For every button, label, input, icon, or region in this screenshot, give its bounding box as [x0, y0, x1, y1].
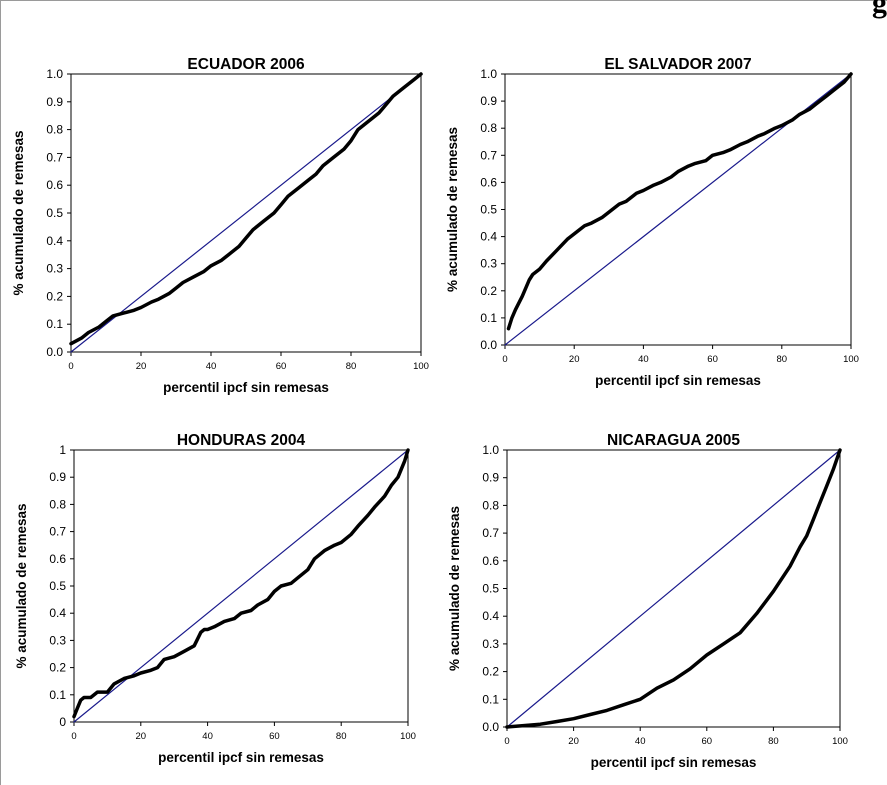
y-tick-label: 0.6 [480, 175, 497, 189]
y-tick-label: 0.9 [49, 470, 66, 484]
y-tick-label: 0.1 [482, 692, 499, 706]
x-tick-label: 60 [269, 731, 280, 742]
y-tick-label: 0.1 [46, 317, 63, 331]
x-tick-label: 20 [568, 736, 579, 747]
y-tick-label: 0.5 [49, 579, 66, 593]
y-axis-label: % acumulado de remesas [11, 130, 26, 295]
equality-line [506, 449, 841, 728]
x-axis-label: percentil ipcf sin remesas [163, 380, 329, 395]
chart-title: HONDURAS 2004 [177, 432, 306, 449]
x-axis-label: percentil ipcf sin remesas [591, 755, 757, 770]
y-tick-label: 0.9 [46, 95, 63, 109]
x-tick-label: 100 [400, 731, 416, 742]
y-tick-label: 0.5 [480, 203, 497, 217]
y-tick-label: 0.7 [49, 525, 66, 539]
x-tick-label: 20 [136, 731, 147, 742]
y-tick-label: 0.3 [46, 262, 63, 276]
x-tick-label: 60 [276, 361, 287, 372]
x-tick-label: 100 [843, 354, 859, 365]
y-tick-label: 0.4 [480, 230, 497, 244]
y-tick-label: 0.2 [482, 665, 499, 679]
y-tick-label: 1.0 [482, 443, 499, 457]
y-axis-label: % acumulado de remesas [447, 506, 462, 671]
y-tick-label: 0.0 [46, 345, 63, 359]
x-tick-label: 0 [68, 361, 73, 372]
chart-title: ECUADOR 2006 [187, 56, 305, 73]
equality-line [70, 73, 422, 353]
chart-panel-4: 0.0 0.1 0.2 0.3 0.4 0.5 0.6 0.7 0.8 0.9 1.0 0 20 40 60… [447, 432, 848, 770]
y-tick-label: 0.6 [482, 554, 499, 568]
y-tick-label: 0.7 [46, 150, 63, 164]
x-tick-label: 0 [502, 354, 507, 365]
y-tick-label: 0.0 [480, 338, 497, 352]
x-tick-label: 100 [413, 361, 429, 372]
concentration-curve [72, 448, 410, 719]
x-tick-label: 20 [136, 361, 147, 372]
x-tick-label: 80 [768, 736, 779, 747]
x-tick-label: 80 [346, 361, 357, 372]
concentration-curve [69, 72, 423, 346]
y-tick-label: 0.6 [46, 178, 63, 192]
chart-title: EL SALVADOR 2007 [604, 56, 751, 73]
x-tick-label: 80 [336, 731, 347, 742]
y-tick-label: 0.7 [480, 148, 497, 162]
chart-panel-1: 0.0 0.1 0.2 0.3 0.4 0.5 0.6 0.7 0.8 0.9 1.0 0 20 40 60… [11, 56, 429, 395]
y-tick-label: 1.0 [480, 67, 497, 81]
x-tick-label: 40 [638, 354, 649, 365]
x-tick-label: 40 [635, 736, 646, 747]
y-tick-label: 0.1 [480, 311, 497, 325]
y-tick-label: 0.9 [480, 94, 497, 108]
y-tick-label: 1.0 [46, 67, 63, 81]
y-tick-label: 0.3 [480, 257, 497, 271]
y-tick-label: 0.8 [49, 497, 66, 511]
y-tick-label: 0.7 [482, 526, 499, 540]
y-tick-label: 0.8 [480, 121, 497, 135]
chart-title: NICARAGUA 2005 [607, 432, 740, 449]
y-tick-label: 0.3 [49, 633, 66, 647]
x-tick-label: 100 [832, 736, 848, 747]
y-tick-label: 0.8 [482, 498, 499, 512]
chart-panel-2: 0.0 0.1 0.2 0.3 0.4 0.5 0.6 0.7 0.8 0.9 1.0 0 20 40 60… [445, 56, 859, 388]
y-tick-label: 0.8 [46, 123, 63, 137]
y-tick-label: 0.1 [49, 688, 66, 702]
x-axis-label: percentil ipcf sin remesas [158, 750, 324, 765]
y-tick-label: 0.2 [480, 284, 497, 298]
y-tick-label: 0.2 [49, 661, 66, 675]
concentration-curve [505, 448, 842, 729]
y-tick-label: 0.3 [482, 637, 499, 651]
y-tick-label: 0.4 [46, 234, 63, 248]
y-tick-label: 0.9 [482, 471, 499, 485]
page-title-fragment: g [872, 0, 887, 19]
y-axis-label: % acumulado de remesas [445, 127, 460, 292]
y-tick-label: 0.2 [46, 289, 63, 303]
y-tick-label: 0.4 [49, 606, 66, 620]
y-tick-label: 0.5 [46, 206, 63, 220]
y-tick-label: 0.0 [482, 720, 499, 734]
x-tick-label: 0 [71, 731, 76, 742]
y-tick-label: 0.4 [482, 609, 499, 623]
y-tick-label: 0 [59, 715, 66, 729]
x-tick-label: 60 [707, 354, 718, 365]
x-tick-label: 20 [569, 354, 580, 365]
x-tick-label: 60 [702, 736, 713, 747]
concentration-curve [506, 72, 853, 331]
x-axis-label: percentil ipcf sin remesas [595, 373, 761, 388]
y-tick-label: 1 [59, 443, 66, 457]
x-tick-label: 0 [504, 736, 509, 747]
y-tick-label: 0.6 [49, 552, 66, 566]
chart-panel-3: 0 0.1 0.2 0.3 0.4 0.5 0.6 0.7 0.8 0.9 1 0 20 40 60 80 10… [14, 432, 416, 765]
x-tick-label: 80 [777, 354, 788, 365]
x-tick-label: 40 [206, 361, 217, 372]
x-tick-label: 40 [202, 731, 213, 742]
y-axis-label: % acumulado de remesas [14, 503, 29, 668]
y-tick-label: 0.5 [482, 582, 499, 596]
